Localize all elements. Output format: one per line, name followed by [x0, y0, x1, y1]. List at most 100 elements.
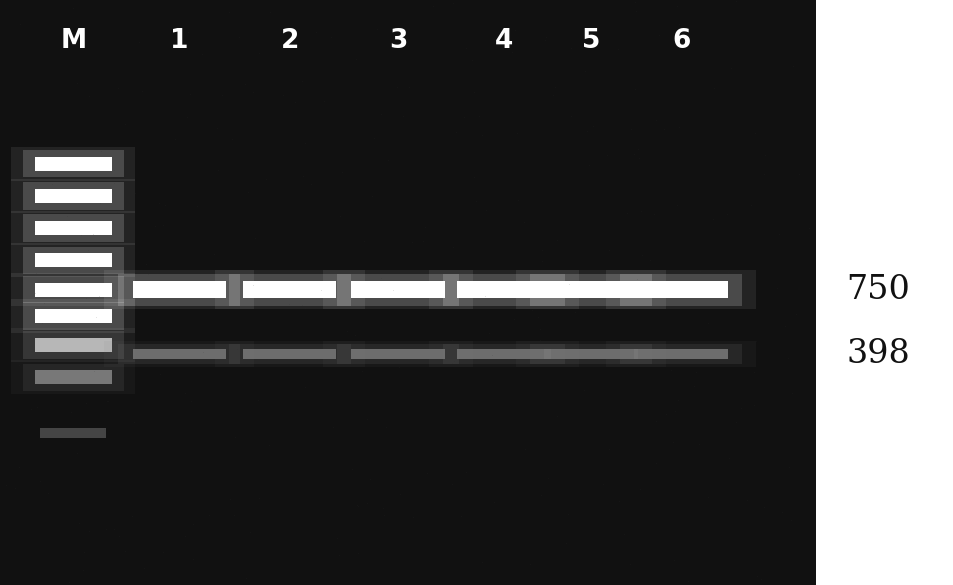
Point: [124, 511, 139, 521]
Point: [185, 519, 200, 528]
Point: [238, 573, 253, 583]
Point: [478, 205, 494, 215]
Point: [183, 397, 198, 406]
Point: [221, 7, 236, 16]
Bar: [442, 343, 564, 364]
Point: [578, 126, 594, 135]
Text: M: M: [60, 28, 87, 54]
Point: [720, 453, 736, 462]
Point: [516, 218, 531, 227]
Point: [780, 353, 795, 363]
Point: [140, 270, 155, 279]
Point: [99, 397, 114, 406]
Point: [665, 556, 680, 565]
Point: [73, 230, 89, 240]
Point: [362, 474, 377, 484]
Point: [138, 259, 153, 269]
Point: [445, 0, 460, 8]
Bar: [40, 428, 106, 438]
Point: [71, 518, 86, 528]
Point: [458, 467, 474, 477]
Point: [364, 191, 379, 200]
Point: [466, 172, 481, 181]
Point: [232, 33, 247, 42]
Point: [373, 110, 388, 119]
Point: [562, 43, 578, 53]
Point: [152, 369, 168, 378]
Bar: [429, 341, 578, 367]
Point: [633, 206, 648, 215]
Bar: [23, 150, 124, 177]
Point: [613, 355, 628, 364]
Point: [70, 448, 85, 457]
Point: [616, 529, 631, 538]
Point: [375, 503, 390, 512]
Point: [537, 36, 552, 45]
Point: [443, 335, 458, 345]
Point: [670, 395, 685, 405]
Point: [728, 0, 743, 5]
Text: 750: 750: [845, 274, 909, 305]
Point: [444, 242, 459, 252]
Bar: [11, 360, 135, 394]
Point: [117, 120, 132, 129]
Point: [627, 84, 642, 93]
Bar: [132, 281, 226, 298]
Point: [111, 84, 126, 93]
Bar: [605, 341, 756, 367]
Point: [719, 341, 734, 350]
Point: [664, 438, 679, 447]
Point: [395, 112, 410, 121]
Bar: [23, 364, 124, 391]
Point: [240, 188, 255, 197]
Bar: [118, 274, 240, 305]
Point: [118, 210, 133, 219]
Point: [464, 56, 479, 65]
Bar: [23, 215, 124, 242]
Point: [78, 294, 93, 303]
Point: [366, 133, 381, 143]
Point: [110, 285, 125, 295]
Point: [334, 168, 349, 177]
Point: [646, 209, 661, 219]
Point: [532, 336, 547, 345]
Point: [784, 62, 800, 71]
Point: [385, 285, 400, 294]
Point: [93, 146, 109, 155]
Point: [179, 112, 194, 122]
Point: [522, 559, 537, 569]
Point: [549, 235, 564, 245]
Point: [621, 559, 637, 569]
Point: [474, 130, 489, 140]
Point: [776, 322, 791, 331]
Bar: [11, 211, 135, 245]
Point: [400, 82, 416, 92]
Point: [400, 42, 416, 51]
Point: [107, 292, 122, 302]
Bar: [229, 274, 350, 305]
Bar: [516, 270, 666, 309]
Bar: [34, 221, 112, 235]
Point: [658, 410, 673, 419]
Bar: [11, 299, 135, 333]
Point: [185, 554, 200, 563]
Point: [576, 385, 591, 394]
Text: 3: 3: [389, 28, 407, 54]
Point: [756, 170, 771, 179]
Point: [507, 25, 522, 35]
Point: [36, 298, 51, 307]
Point: [250, 395, 265, 404]
Point: [517, 444, 533, 453]
Point: [10, 220, 25, 229]
Point: [634, 250, 649, 259]
Point: [359, 498, 375, 508]
Bar: [336, 274, 458, 305]
Point: [632, 484, 647, 494]
Point: [369, 24, 384, 33]
Point: [112, 531, 127, 541]
Point: [230, 344, 245, 353]
Bar: [351, 349, 444, 359]
Point: [446, 356, 461, 366]
Point: [629, 274, 644, 284]
Point: [534, 246, 549, 255]
